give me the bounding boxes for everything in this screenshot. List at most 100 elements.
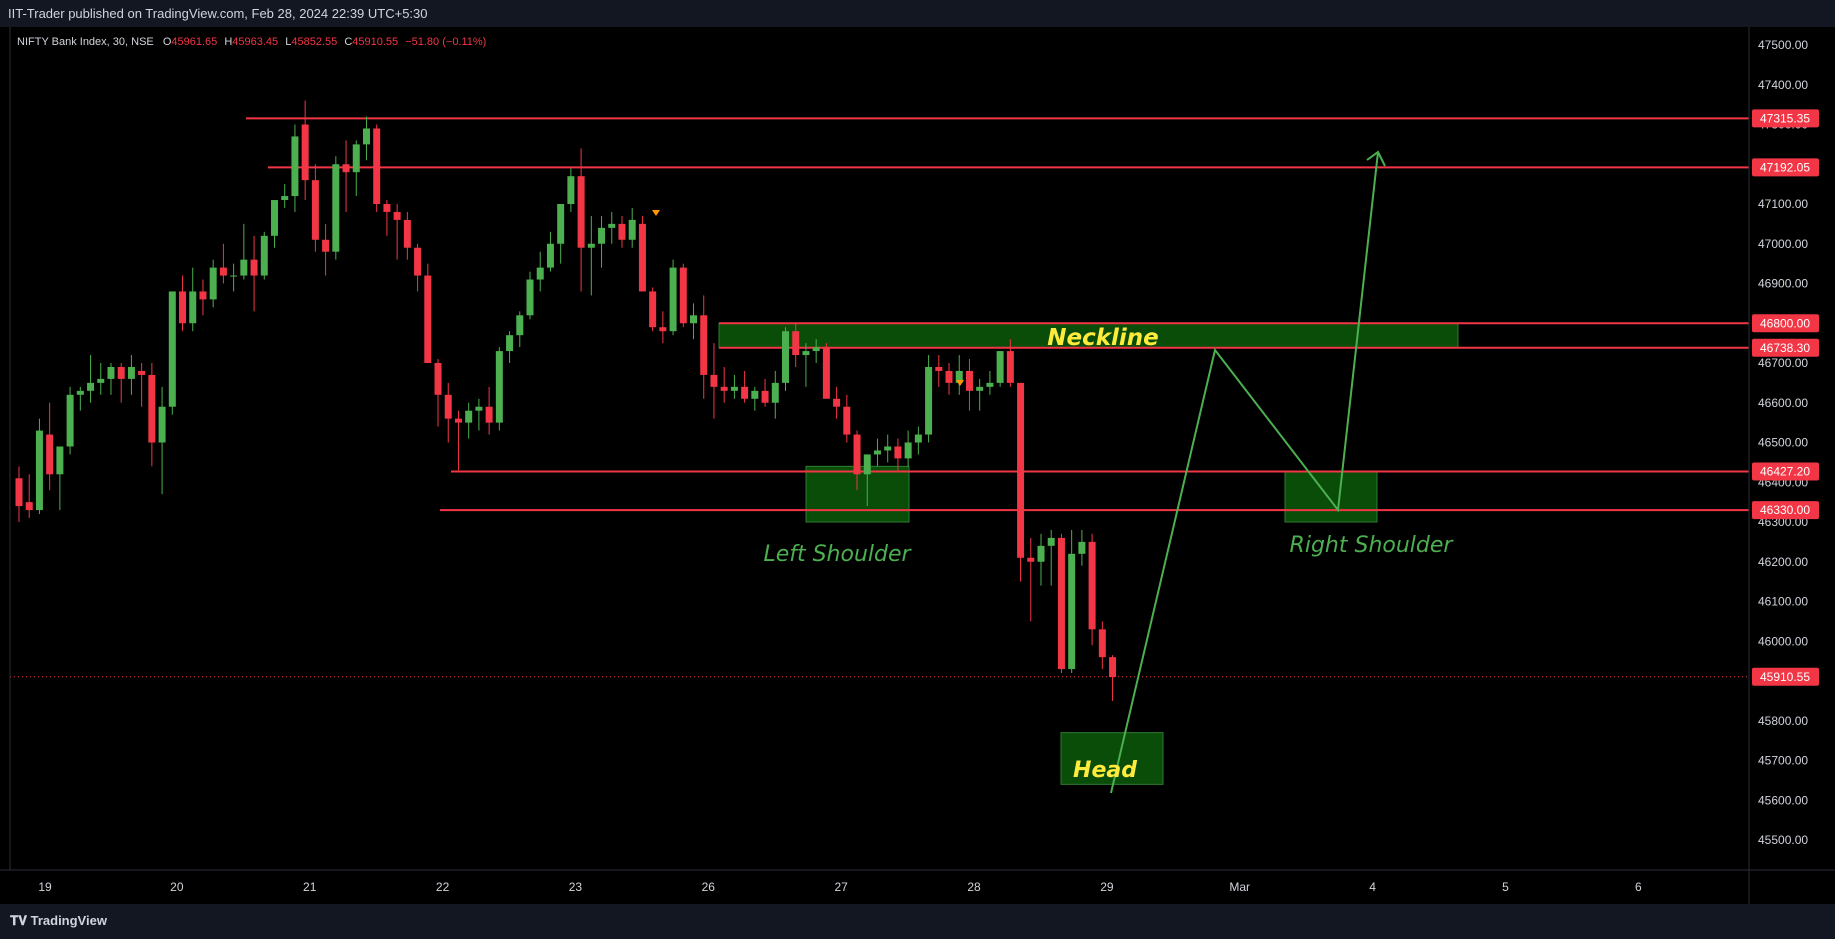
- candle-body: [260, 235, 268, 276]
- candle-body: [219, 267, 227, 276]
- neckline-label: Neckline: [1047, 325, 1159, 351]
- x-tick-label: 23: [569, 880, 583, 894]
- y-tick-label: 47500.00: [1758, 38, 1808, 52]
- candle-body: [1088, 541, 1096, 630]
- candle-body: [1027, 557, 1035, 562]
- candle-body: [1057, 537, 1065, 670]
- y-tick-label: 45600.00: [1758, 793, 1808, 807]
- x-tick-label: 6: [1635, 880, 1642, 894]
- candle-body: [424, 275, 432, 363]
- candle-body: [444, 394, 452, 419]
- level-price-label: 46738.30: [1760, 341, 1810, 355]
- candle-body: [107, 366, 115, 379]
- level-price-label-box: [1752, 109, 1819, 128]
- candle-body: [495, 351, 503, 423]
- candle-body: [311, 180, 319, 240]
- legend-open: 45961.65: [171, 36, 217, 48]
- publish-header: IIT-Trader published on TradingView.com,…: [0, 0, 1835, 27]
- y-tick-label: 46700.00: [1758, 356, 1808, 370]
- candle-body: [403, 219, 411, 248]
- candle-body: [782, 331, 789, 383]
- candle-body: [1017, 382, 1025, 558]
- candle-body: [955, 370, 963, 383]
- candle-body: [1006, 351, 1014, 383]
- candle-body: [526, 279, 534, 316]
- candle-body: [894, 446, 902, 459]
- chart-legend: NIFTY Bank Index, 30, NSE O45961.65 H459…: [17, 36, 486, 48]
- candle-body: [638, 223, 646, 292]
- tv-logo-icon: 𝐓𝐕: [10, 913, 31, 928]
- drawings-layer: Neckline Left Shoulder Right Shoulder Head: [652, 150, 1455, 794]
- candle-body: [700, 315, 708, 375]
- candle-body: [649, 291, 657, 328]
- candle-body: [199, 291, 207, 300]
- x-tick-label: 19: [38, 880, 52, 894]
- candle-body: [976, 386, 984, 391]
- candle-body: [66, 394, 74, 447]
- y-tick-label: 46600.00: [1758, 396, 1808, 410]
- footer-bar: 𝐓𝐕 TradingView: [0, 904, 1835, 939]
- y-tick-label: 46900.00: [1758, 277, 1808, 291]
- candle-body: [87, 382, 95, 391]
- candle-body: [454, 418, 462, 423]
- y-tick-label: 45700.00: [1758, 754, 1808, 768]
- price-labels-layer: 47315.35 47192.05 46800.00 46738.30 46427.20…: [1752, 109, 1819, 686]
- candle-body: [1098, 629, 1106, 658]
- x-tick-label: 4: [1369, 880, 1376, 894]
- y-tick-label: 47400.00: [1758, 78, 1808, 92]
- x-tick-label: 28: [967, 880, 981, 894]
- x-tick-label: 26: [702, 880, 716, 894]
- publish-text: IIT-Trader published on TradingView.com,…: [8, 6, 428, 21]
- candle-body: [741, 386, 749, 399]
- candle-body: [557, 204, 565, 244]
- candle-body: [76, 390, 84, 395]
- candle-body: [618, 223, 626, 240]
- candle-body: [843, 406, 851, 435]
- candle-body: [925, 366, 933, 435]
- level-price-label-box: [1752, 314, 1819, 333]
- level-price-label: 46427.20: [1760, 464, 1810, 478]
- candle-body: [332, 164, 340, 252]
- candle-body: [281, 196, 289, 201]
- candle-body: [996, 351, 1004, 383]
- x-tick-label: 21: [303, 880, 317, 894]
- candle-body: [751, 390, 759, 399]
- candle-body: [179, 291, 187, 324]
- neckline-zone: [718, 322, 1459, 349]
- candle-body: [884, 446, 892, 451]
- head-label: Head: [1073, 758, 1137, 783]
- right-shoulder-zone: [1284, 470, 1378, 523]
- candle-body: [608, 223, 616, 228]
- candle-body: [1078, 541, 1086, 554]
- candle-body: [342, 164, 350, 173]
- level-price-label: 47192.05: [1760, 160, 1810, 174]
- candle-body: [240, 259, 248, 276]
- candle-body: [659, 327, 667, 332]
- x-tick-label: 27: [834, 880, 848, 894]
- candle-body: [730, 386, 738, 391]
- candle-body: [536, 267, 544, 280]
- footer-brand: TradingView: [30, 913, 107, 928]
- candle-body: [117, 366, 125, 379]
- candle-body: [56, 446, 64, 475]
- candle-body: [761, 390, 769, 403]
- last-price-label: 45910.55: [1760, 670, 1810, 684]
- candle-body: [97, 378, 105, 383]
- candle-body: [516, 315, 524, 336]
- tradingview-logo[interactable]: 𝐓𝐕 TradingView: [10, 913, 107, 929]
- candle-body: [853, 434, 861, 475]
- right-shoulder-label: Right Shoulder: [1290, 533, 1455, 558]
- level-price-label: 46330.00: [1760, 503, 1810, 517]
- candle-body: [230, 275, 238, 277]
- signal-marker-icon: [652, 210, 660, 216]
- candle-body: [35, 430, 43, 511]
- legend-h-label: H: [224, 36, 232, 48]
- candle-body: [25, 502, 33, 511]
- candle-body: [352, 144, 360, 173]
- legend-o-label: O: [163, 36, 172, 48]
- candle-body: [771, 382, 779, 403]
- candle-body: [271, 200, 278, 236]
- projection-path: [1110, 151, 1379, 794]
- candle-body: [873, 450, 881, 455]
